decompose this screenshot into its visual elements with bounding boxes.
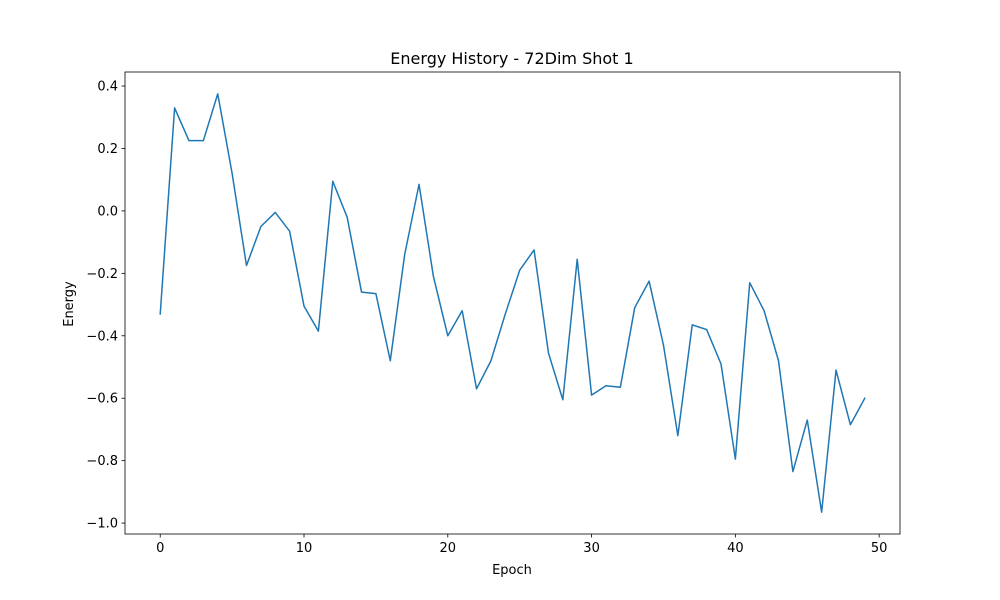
series-line-0 xyxy=(159,93,866,513)
x-axis-label: Epoch xyxy=(492,563,532,578)
y-tick-label: 0.4 xyxy=(97,80,118,95)
x-tick-label: 40 xyxy=(727,541,744,556)
plot-frame xyxy=(124,71,901,535)
y-tick-label: −0.2 xyxy=(86,267,118,282)
y-tick-label: −0.6 xyxy=(86,392,118,407)
x-tick-label: 10 xyxy=(296,541,313,556)
x-tick-label: 50 xyxy=(871,541,888,556)
y-tick-label: −0.4 xyxy=(86,329,118,344)
y-tick-label: 0.2 xyxy=(97,142,118,157)
x-tick-label: 0 xyxy=(156,541,164,556)
chart-title: Energy History - 72Dim Shot 1 xyxy=(390,49,633,68)
y-tick-label: 0.0 xyxy=(97,204,118,219)
y-tick-label: −0.8 xyxy=(86,454,118,469)
plot-area: 0 10 20 30 40 50 0.4 0.2 0.0 −0.2 −0.4 −0.6 −0.8 −1.0 xyxy=(86,71,901,556)
y-axis-label: Energy xyxy=(62,281,77,327)
x-tick-label: 30 xyxy=(583,541,600,556)
y-tick-label: −1.0 xyxy=(86,517,118,532)
x-tick-label: 20 xyxy=(440,541,457,556)
